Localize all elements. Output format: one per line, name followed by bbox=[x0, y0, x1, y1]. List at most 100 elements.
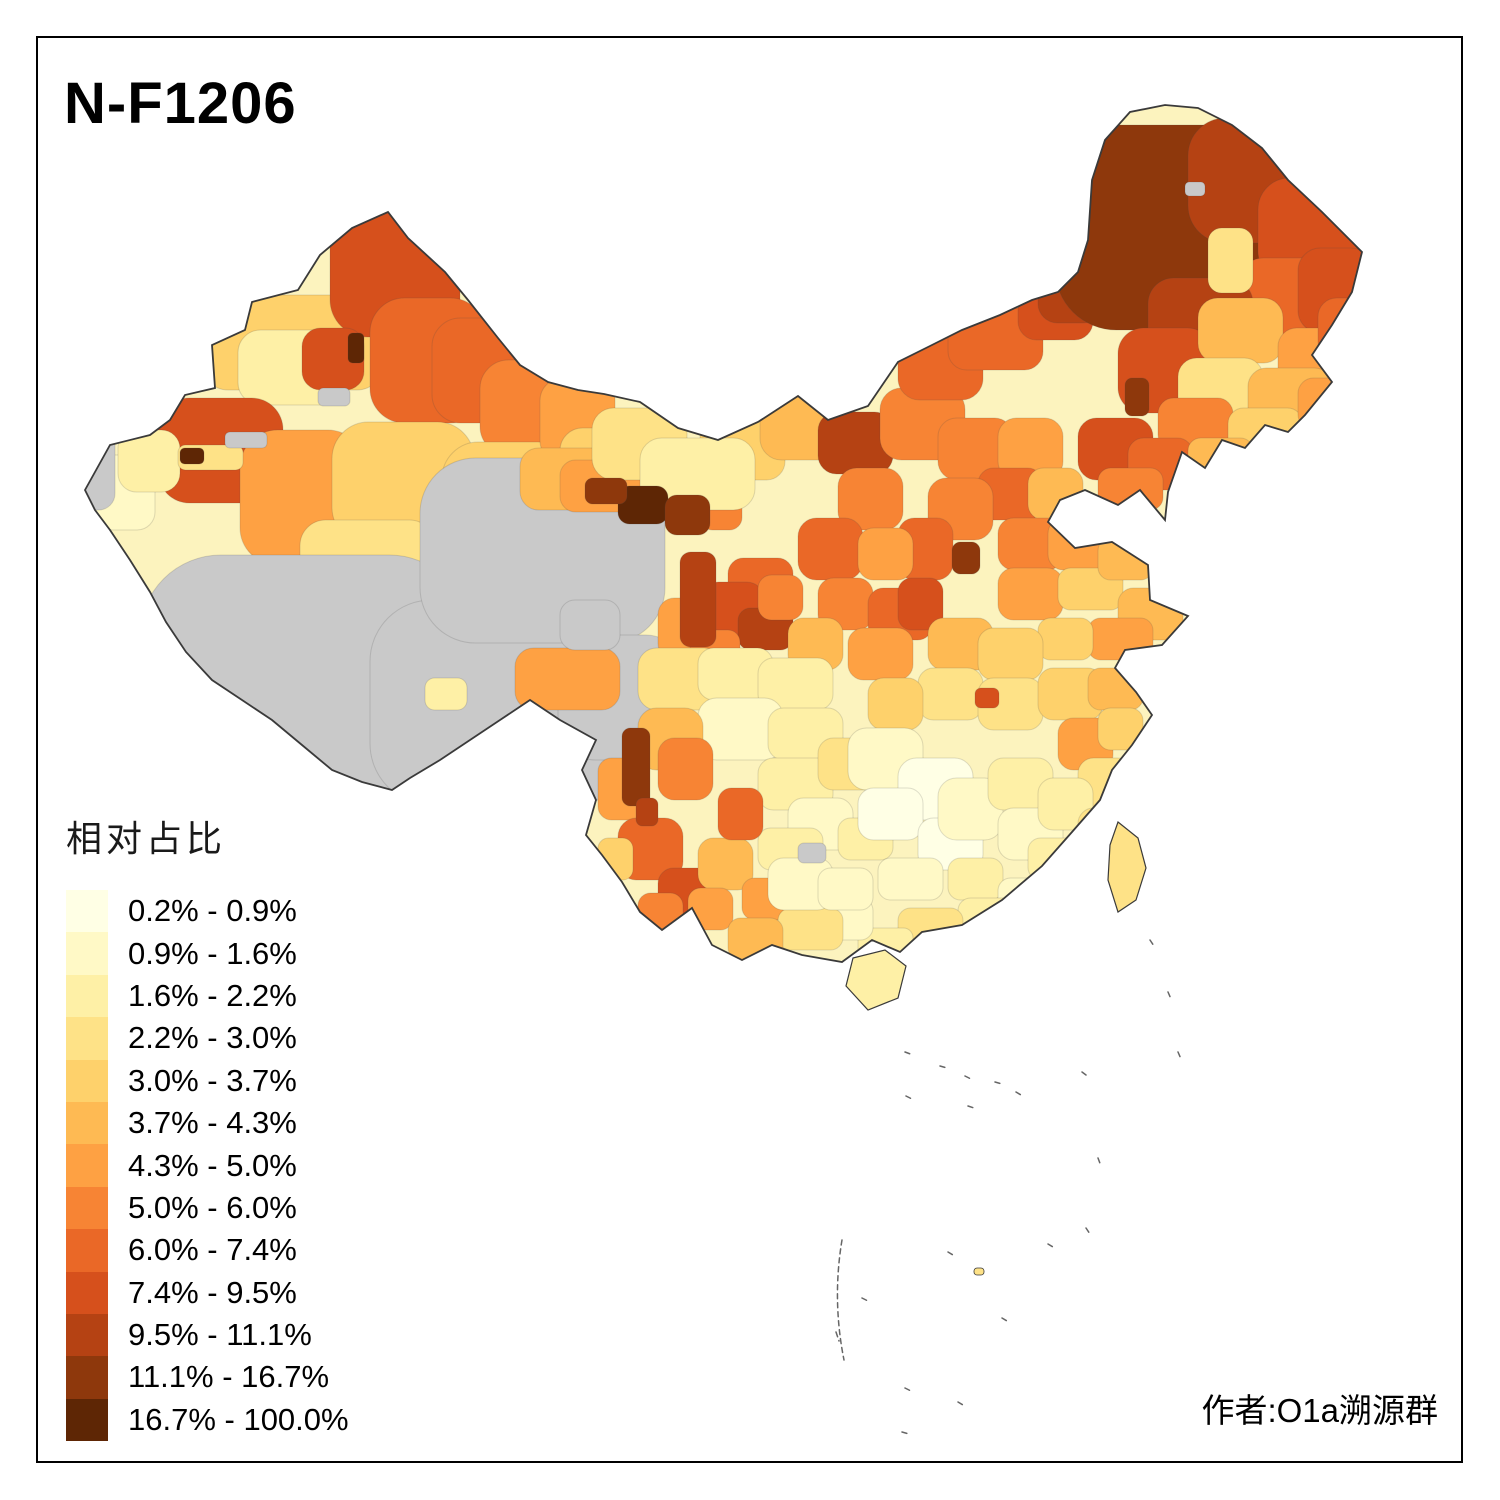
legend-swatch bbox=[66, 1059, 108, 1102]
legend-swatch bbox=[66, 974, 108, 1018]
map-region bbox=[757, 574, 804, 621]
map-region bbox=[224, 431, 268, 449]
map-region bbox=[1097, 467, 1164, 511]
legend-row: 0.9% - 1.6% bbox=[66, 932, 349, 975]
legend-row: 4.3% - 5.0% bbox=[66, 1144, 349, 1187]
legend-row: 1.6% - 2.2% bbox=[66, 974, 349, 1018]
map-region bbox=[347, 332, 365, 364]
map-region bbox=[1207, 227, 1254, 294]
map-region bbox=[797, 842, 827, 864]
legend-label: 9.5% - 11.1% bbox=[128, 1317, 312, 1353]
map-region bbox=[424, 677, 468, 711]
map-region bbox=[997, 877, 1064, 921]
map-region bbox=[635, 797, 659, 827]
legend-swatch bbox=[66, 1313, 108, 1357]
legend-rows: 0.2% - 0.9% 0.9% - 1.6% 1.6% - 2.2% 2.2% - … bbox=[66, 890, 349, 1442]
legend-label: 0.2% - 0.9% bbox=[128, 893, 297, 929]
legend-label: 3.0% - 3.7% bbox=[128, 1062, 297, 1098]
map-region bbox=[1027, 837, 1084, 881]
map-region bbox=[1037, 617, 1094, 661]
region-cells bbox=[85, 117, 1362, 961]
map-region bbox=[877, 857, 944, 901]
legend-row: 3.7% - 4.3% bbox=[66, 1101, 349, 1145]
map-region bbox=[857, 527, 914, 581]
hainan-island bbox=[845, 949, 907, 1011]
legend-swatch bbox=[66, 1101, 108, 1145]
map-region bbox=[657, 737, 714, 801]
mainland-fill-group bbox=[85, 105, 1362, 962]
legend-label: 2.2% - 3.0% bbox=[128, 1020, 297, 1056]
map-region bbox=[1317, 297, 1362, 361]
map-region bbox=[717, 787, 764, 841]
map-region bbox=[1124, 377, 1150, 417]
legend-row: 0.2% - 0.9% bbox=[66, 890, 349, 933]
map-region bbox=[584, 477, 628, 505]
map-region bbox=[957, 897, 1024, 941]
map-region bbox=[1184, 181, 1206, 197]
legend-row: 5.0% - 6.0% bbox=[66, 1186, 349, 1230]
map-region bbox=[1057, 857, 1104, 901]
map-region bbox=[1087, 667, 1144, 711]
map-region bbox=[1037, 777, 1094, 831]
map-region bbox=[664, 494, 711, 536]
legend-row: 2.2% - 3.0% bbox=[66, 1017, 349, 1060]
map-region bbox=[897, 577, 944, 631]
legend-label: 7.4% - 9.5% bbox=[128, 1274, 297, 1310]
legend-label: 4.3% - 5.0% bbox=[128, 1147, 297, 1183]
map-region bbox=[621, 727, 651, 807]
map-region bbox=[679, 551, 717, 648]
legend-label: 6.0% - 7.4% bbox=[128, 1232, 297, 1268]
legend-label: 1.6% - 2.2% bbox=[128, 977, 297, 1013]
map-region bbox=[1227, 407, 1304, 461]
islet-pratas bbox=[973, 1267, 985, 1276]
legend-swatch bbox=[66, 890, 108, 933]
legend-title: 相对占比 bbox=[66, 818, 227, 859]
legend-swatch bbox=[66, 1271, 108, 1314]
map-region bbox=[1097, 537, 1154, 581]
legend-row: 16.7% - 100.0% bbox=[66, 1398, 349, 1442]
map-region bbox=[1097, 707, 1144, 751]
legend-swatch bbox=[66, 1356, 108, 1399]
map-region bbox=[997, 567, 1064, 621]
map-region bbox=[977, 627, 1044, 681]
map-region bbox=[777, 907, 844, 951]
legend: 相对占比 0.2% - 0.9% 0.9% - 1.6% 1.6% - 2.2% 2.… bbox=[66, 810, 349, 1442]
legend-label: 3.7% - 4.3% bbox=[128, 1105, 297, 1141]
legend-swatch bbox=[66, 1229, 108, 1272]
taiwan-island bbox=[1107, 821, 1147, 913]
map-region bbox=[179, 447, 205, 465]
map-title: N-F1206 bbox=[64, 71, 297, 136]
sea-islets bbox=[835, 939, 1182, 1435]
map-region bbox=[867, 677, 924, 731]
map-region bbox=[951, 541, 981, 575]
legend-swatch bbox=[66, 1398, 108, 1442]
legend-swatch bbox=[66, 1017, 108, 1060]
map-region bbox=[974, 687, 1000, 709]
legend-swatch bbox=[66, 932, 108, 975]
legend-row: 9.5% - 11.1% bbox=[66, 1313, 349, 1357]
map-region bbox=[847, 627, 914, 681]
legend-label: 16.7% - 100.0% bbox=[128, 1401, 349, 1437]
map-region bbox=[1187, 437, 1254, 481]
map-region bbox=[85, 424, 116, 511]
map-region bbox=[857, 787, 924, 841]
legend-swatch bbox=[66, 1144, 108, 1187]
mainland-outline bbox=[83, 104, 1363, 963]
map-region bbox=[1087, 617, 1154, 661]
legend-row: 7.4% - 9.5% bbox=[66, 1271, 349, 1314]
map-region bbox=[1197, 297, 1284, 364]
map-region bbox=[559, 599, 621, 651]
legend-row: 3.0% - 3.7% bbox=[66, 1059, 349, 1102]
map-region bbox=[797, 517, 864, 581]
map-region bbox=[117, 429, 181, 493]
map-region bbox=[947, 857, 1004, 901]
legend-swatch bbox=[66, 1186, 108, 1230]
legend-label: 5.0% - 6.0% bbox=[128, 1189, 297, 1225]
map-region bbox=[917, 667, 984, 721]
map-region bbox=[514, 647, 621, 711]
legend-row: 11.1% - 16.7% bbox=[66, 1356, 349, 1399]
map-region bbox=[687, 887, 734, 931]
attribution: 作者:O1a溯源群 bbox=[1201, 1392, 1438, 1429]
